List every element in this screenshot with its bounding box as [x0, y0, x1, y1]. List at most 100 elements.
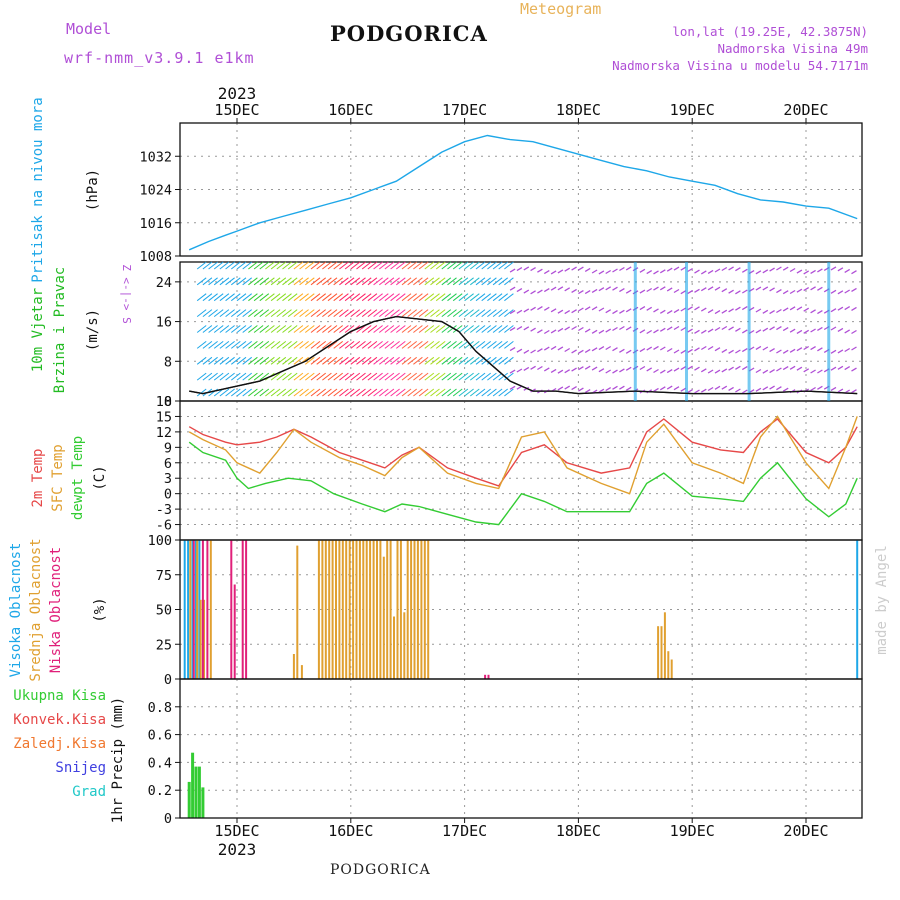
temp-2m-ylabel: 2m Temp [30, 448, 46, 507]
wind-barb [361, 293, 372, 302]
wind-barb [333, 341, 344, 349]
wind-barb [578, 307, 584, 312]
wind-barb [344, 309, 355, 317]
wind-barb [673, 325, 680, 331]
wind-barb [242, 325, 253, 333]
bar-clouds [657, 626, 660, 679]
wind-barb [666, 287, 673, 292]
y-tick-label: 3 [164, 471, 172, 487]
wind-barb [253, 309, 264, 317]
wind-barb [653, 387, 659, 392]
wind-barb [413, 293, 423, 302]
y-tick-label: 1016 [139, 216, 172, 232]
bar-clouds [403, 612, 406, 679]
wind-barb [591, 329, 598, 334]
wind-barb [367, 277, 378, 286]
precip-legend-item: Zaledj.Kisa [13, 736, 106, 752]
wind-barb [430, 277, 440, 286]
wind-barb [509, 327, 516, 332]
wind-barb [762, 346, 769, 351]
wind-barb [259, 293, 270, 302]
wind-barb [776, 326, 782, 331]
wind-barb [327, 356, 338, 365]
wind-barb [659, 369, 666, 374]
wind-barb [322, 388, 332, 397]
bar-clouds [209, 540, 212, 679]
bar-clouds [487, 674, 490, 679]
wind-barb [530, 388, 536, 393]
wind-barb [339, 341, 349, 349]
y-tick-label: -3 [156, 502, 172, 518]
model-name: wrf-nmm_v3.9.1 e1km [64, 49, 255, 67]
day-label-top: 15DEC [214, 101, 259, 119]
wind-barb [333, 325, 344, 333]
wind-barb [492, 261, 503, 270]
wind-barb [605, 286, 612, 291]
wind-barb [208, 309, 218, 317]
bar-precip [201, 787, 205, 818]
wind-barb [571, 349, 577, 354]
wind-barb [253, 356, 264, 365]
wind-barb [659, 309, 666, 314]
wind-barb [639, 289, 646, 294]
bar-clouds [335, 540, 337, 679]
wind-barb [516, 368, 523, 373]
wind-barb [735, 267, 741, 272]
wind-barb [830, 366, 837, 371]
wind-barb [253, 388, 264, 397]
wind-barb [430, 341, 440, 349]
wind-barb [441, 356, 452, 365]
wind-barb [219, 341, 230, 349]
wind-barb [213, 309, 224, 317]
wind-barb [464, 293, 474, 302]
wind-barb [646, 346, 653, 351]
wind-barb [395, 277, 406, 286]
wind-barb [550, 368, 557, 373]
wind-barb [851, 306, 857, 311]
wind-barb [339, 372, 349, 381]
wind-barb [378, 325, 389, 333]
pressure-unit: (hPa) [85, 169, 101, 211]
wind-barb [282, 341, 292, 349]
wind-barb [721, 288, 728, 293]
wind-barb [481, 388, 492, 397]
wind-barb [803, 307, 810, 312]
wind-barb [196, 277, 207, 286]
wind-barb [504, 388, 514, 397]
wind-barb [619, 348, 625, 353]
bar-clouds [300, 665, 303, 679]
bar-clouds [195, 540, 197, 679]
wind-barb [598, 270, 605, 275]
wind-barb [481, 325, 492, 333]
wind-barb [407, 261, 418, 270]
bar-clouds [317, 540, 320, 679]
y-tick-label: 9 [164, 440, 172, 456]
wind-barb [837, 388, 844, 393]
wind-barb [407, 356, 418, 365]
wind-barb [230, 341, 241, 349]
wind-barb [509, 347, 516, 352]
wind-barb [390, 388, 400, 397]
wind-barb [741, 329, 748, 334]
wind-barb [350, 341, 361, 349]
wind-barb [516, 348, 523, 353]
wind-barb [299, 341, 309, 349]
wind-barb [299, 372, 309, 381]
wind-barb [316, 388, 327, 397]
wind-barb [584, 290, 591, 295]
bar-clouds [416, 540, 419, 679]
bar-clouds [365, 540, 368, 679]
wind-barb [213, 356, 224, 365]
wind-barb [803, 345, 810, 351]
wind-barb [413, 388, 423, 397]
wind-barb [378, 388, 389, 397]
wind-barb [248, 277, 258, 286]
wind-barb [769, 385, 775, 390]
wind-barb [810, 369, 816, 374]
wind-barb [424, 388, 435, 397]
wind-barb [242, 261, 253, 270]
wind-barb [707, 369, 714, 374]
wind-barb [219, 261, 230, 270]
bar-clouds [420, 540, 423, 679]
wind-barb [469, 325, 480, 333]
